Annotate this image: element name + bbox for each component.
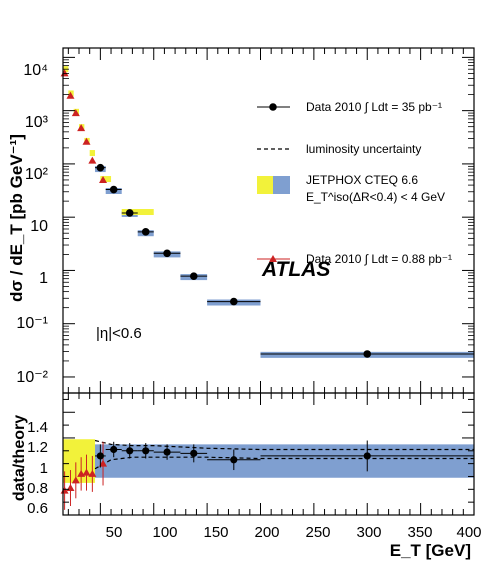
bottom-axes (62, 392, 475, 516)
y-tick-label-1e2: 10² (25, 166, 49, 183)
ratio35-point-0 (96, 452, 104, 460)
atlas-label: ATLAS (261, 258, 330, 281)
y-tick-label-1e-1: 10⁻¹ (16, 315, 48, 332)
ratio35-point-6 (230, 456, 238, 464)
data088-point-5 (88, 156, 97, 164)
legend: Data 2010 ∫ Ldt = 35 pb⁻¹ luminosity unc… (257, 100, 452, 266)
ratio-tick-label-1.4: 1.4 (27, 419, 48, 436)
ratio35-point-4 (163, 448, 171, 456)
x-tick-label-250: 250 (305, 524, 330, 541)
x-tick-labels: 50 100 150 200 250 300 350 400 (106, 524, 482, 541)
data088-point-2 (71, 109, 80, 117)
top-y-axis-label: dσ / dE_T [pb GeV⁻¹] (7, 134, 26, 302)
data088-point-6 (99, 175, 108, 183)
eta-cut-label: |η|<0.6 (96, 325, 142, 342)
ratio-tick-label-0.6: 0.6 (27, 500, 48, 517)
bottom-plot-frame (62, 392, 475, 516)
data088-point-3 (77, 124, 86, 132)
x-tick-label-300: 300 (356, 524, 381, 541)
data088-point-4 (82, 137, 91, 145)
y-tick-label-1e4: 10⁴ (23, 62, 48, 79)
legend-swatch-blue (273, 176, 290, 194)
x-tick-label-350: 350 (407, 524, 432, 541)
legend-label-lumi: luminosity uncertainty (306, 142, 421, 156)
x-tick-label-50: 50 (106, 524, 123, 541)
data35-point-4 (163, 249, 171, 258)
ratio-tick-label-1.2: 1.2 (27, 439, 48, 456)
x-tick-label-100: 100 (152, 524, 177, 541)
top-data-points (60, 69, 474, 358)
ratio35-point-5 (190, 449, 198, 457)
legend-marker-data35 (269, 103, 277, 111)
x-axis-label: E_T [GeV] (390, 541, 471, 560)
bottom-y-tick-labels: 0.6 0.8 1 1.2 1.4 (27, 419, 48, 517)
legend-label-data088: Data 2010 ∫ Ldt = 0.88 pb⁻¹ (306, 252, 452, 266)
legend-label-jetphox: JETPHOX CTEQ 6.6 (306, 173, 418, 187)
ratio088-point-4 (82, 468, 91, 476)
y-tick-label-10: 10 (30, 218, 48, 235)
y-tick-label-1: 1 (39, 270, 48, 287)
data35-point-2 (125, 209, 134, 217)
ratio088-point-5 (88, 469, 97, 477)
top-y-tick-labels: 10⁻² 10⁻¹ 1 10 10² 10³ 10⁴ (16, 62, 48, 386)
ratio-tick-label-0.8: 0.8 (27, 480, 48, 497)
x-tick-label-200: 200 (254, 524, 279, 541)
data088-point-1 (66, 91, 75, 99)
ratio-tick-label-1: 1 (40, 460, 48, 477)
data35-point-0 (96, 163, 105, 172)
lumi-lower-line (94, 456, 474, 470)
ratio088-point-2 (71, 476, 80, 484)
data35-point-1 (109, 185, 118, 194)
data35-point-5 (189, 272, 198, 280)
y-tick-label-1e3: 10³ (25, 114, 49, 131)
bottom-y-axis-label: data/theory (11, 415, 28, 501)
x-tick-label-150: 150 (203, 524, 228, 541)
legend-marker-data088 (269, 255, 277, 262)
y-tick-label-1e-2: 10⁻² (16, 369, 48, 386)
legend-label-data35: Data 2010 ∫ Ldt = 35 pb⁻¹ (306, 100, 442, 114)
legend-swatch-yellow (257, 176, 273, 194)
bottom-data-points (60, 440, 474, 510)
theory-band-7 (100, 176, 112, 183)
ratio35-point-2 (126, 447, 134, 455)
data35-point-3 (141, 228, 150, 236)
theory-band-5 (89, 150, 96, 157)
ratio35-point-7 (363, 452, 371, 460)
bottom-panel: 0.6 0.8 1 1.2 1.4 50 100 150 200 250 300… (11, 392, 482, 560)
ratio35-point-3 (142, 447, 150, 455)
x-tick-label-400: 400 (456, 524, 481, 541)
data35-point-6 (230, 297, 238, 306)
ratio35-point-1 (110, 445, 118, 454)
legend-label-isolation: E_T^iso(ΔR<0.4) < 4 GeV (306, 190, 445, 204)
ratio088-point-6 (99, 459, 108, 467)
theory-band-10 (121, 209, 154, 216)
data35-point-7 (363, 350, 372, 358)
